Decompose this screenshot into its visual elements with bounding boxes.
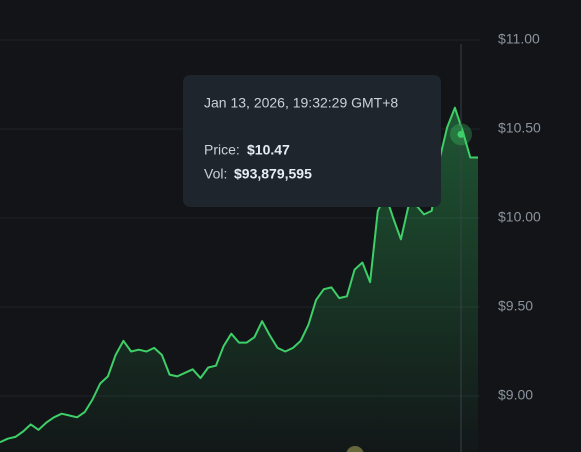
tooltip: Jan 13, 2026, 19:32:29 GMT+8 Price: $10.… [183, 75, 441, 207]
y-tick-label: $10.50 [498, 120, 541, 136]
y-tick-label: $10.00 [498, 209, 541, 225]
event-marker[interactable] [346, 446, 364, 452]
tooltip-volume: $93,879,595 [234, 166, 312, 182]
highlight-point [457, 130, 465, 138]
y-tick-label: $9.00 [498, 387, 533, 403]
tooltip-date: Jan 13, 2026, 19:32:29 GMT+8 [204, 95, 398, 111]
area [0, 107, 478, 452]
y-tick-label: $11.00 [498, 31, 540, 47]
tooltip-box [183, 75, 441, 207]
tooltip-price: $10.47 [247, 142, 290, 158]
y-tick-label: $9.50 [498, 298, 533, 314]
tooltip-price-label: Price: [204, 142, 240, 158]
tooltip-volume-label: Vol: [204, 166, 227, 182]
price-line [0, 106, 478, 444]
